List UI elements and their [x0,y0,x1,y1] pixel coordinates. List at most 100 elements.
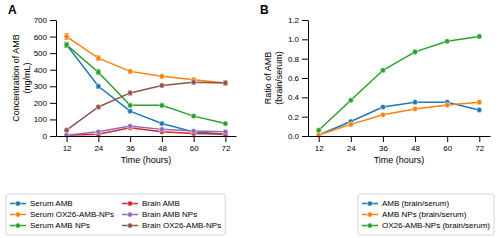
point [96,70,101,75]
legend-label: AMB (brain/serum) [382,199,449,208]
x-tick: 48 [158,136,167,153]
series [316,34,482,133]
series [316,100,482,136]
y-tick-mark [302,20,308,21]
series-line [67,37,226,83]
point [477,107,482,112]
y-tick-label: 0.4 [288,93,300,102]
y-tick-mark [50,37,56,38]
x-tick-mark [383,136,384,142]
point [128,103,133,108]
error-bar [65,42,69,47]
x-tick: 12 [63,136,72,153]
error-bar [381,69,385,72]
point [445,39,450,44]
point [223,80,228,85]
point [64,42,69,47]
series [64,123,228,136]
y-tick-label: 0 [43,132,48,141]
x-tick-mark [194,136,195,142]
error-bar [96,70,100,75]
point [64,133,69,136]
axis-domain [308,21,309,137]
y-tick-mark [50,119,56,120]
y-tick-label: 0.0 [288,132,300,141]
y-axis: 0100200300400500600700 [34,16,57,141]
error-bar [128,69,132,73]
y-tick-mark [50,53,56,54]
series-line [67,126,226,135]
x-tick-label: 12 [315,144,324,153]
y-tick-label: 500 [34,49,48,58]
point [159,127,164,132]
y-tick-mark [302,39,308,40]
x-axis: 122436486072 [57,136,237,153]
legend-item: AMB NPs (brain/serum) [362,210,467,219]
point [128,69,133,74]
error-bar [65,34,69,40]
legend-item: Serum AMB [10,199,73,208]
point [96,129,101,134]
error-bar [96,105,100,108]
y-axis-title-line: Ratio of AMB [263,52,273,105]
y-tick-label: 700 [34,16,48,25]
legend-label: AMB NPs (brain/serum) [382,210,467,219]
x-tick-mark [162,136,163,142]
legend-item: Brain AMB [122,199,180,208]
error-bar [128,91,132,95]
error-bar [223,81,227,85]
point [445,102,450,107]
x-tick: 12 [315,136,324,153]
x-tick-label: 48 [411,144,420,153]
legend-label: Brain AMB [142,199,180,208]
point [96,56,101,61]
point [380,112,385,117]
point [348,98,353,103]
y-tick-mark [50,70,56,71]
y-axis-title-line: Concentration of AMB [11,34,21,122]
x-tick-mark [479,136,480,142]
legend-box [358,194,494,235]
series [64,42,228,136]
legend-marker [15,201,20,206]
error-bar [223,81,227,84]
x-tick: 36 [126,136,135,153]
point [159,83,164,88]
chart: 1224364860720100200300400500600700Time (… [0,0,500,238]
legend-label: OX26-AMB-NPs (brain/serum) [382,221,490,230]
x-tick-label: 60 [443,144,452,153]
x-tick-mark [319,136,320,142]
error-bar [65,42,69,47]
series-line [67,82,226,130]
point [128,90,133,95]
legend-marker [367,223,372,228]
point [64,42,69,47]
legend-item: Brain OX26-AMB-NPs [122,221,221,230]
point [477,100,482,105]
x-tick-label: 36 [379,144,388,153]
y-tick-label: 100 [34,115,48,124]
x-tick-label: 72 [475,144,484,153]
y-tick-label: 1.0 [288,35,300,44]
legend-item: Brain AMB NPs [122,210,197,219]
x-tick-label: 36 [126,144,135,153]
point [380,104,385,109]
x-tick: 72 [475,136,484,153]
point [159,74,164,79]
y-tick-label: 0.2 [288,113,300,122]
error-bar [96,84,100,88]
legend-label: Brain AMB NPs [142,210,197,219]
x-tick-label: 60 [190,144,199,153]
y-axis-title: Ratio of AMB(brain/serum) [263,51,284,105]
y-axis-title: Concentration of AMB(ng/mL) [11,34,32,122]
x-tick-mark [351,136,352,142]
legend-item: Serum AMB NPs [10,221,90,230]
x-tick-mark [98,136,99,142]
point [223,129,228,134]
y-tick-mark [302,59,308,60]
point [96,104,101,109]
y-tick: 0.0 [288,132,308,141]
x-tick: 24 [347,136,356,153]
y-tick: 700 [34,16,56,25]
y-tick-mark [50,20,56,21]
